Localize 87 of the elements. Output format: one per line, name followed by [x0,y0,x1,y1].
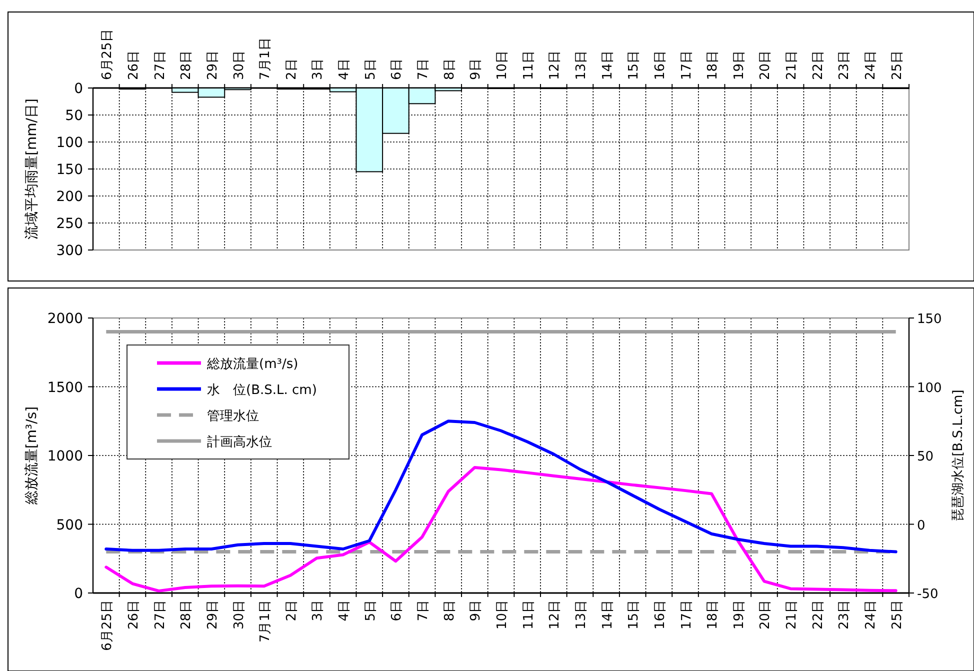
x-tick-label: 8日 [442,600,458,622]
y-axis-title: 流域平均雨量[mm/日] [24,98,40,240]
x-tick-label: 6月25日 [100,29,116,80]
y2-tick-label: 150 [917,312,942,327]
x-tick-label: 8日 [442,58,458,80]
x-tick-label: 19日 [732,50,747,80]
y-tick-label: 500 [56,517,83,534]
x-tick-label: 6月25日 [100,600,116,651]
x-tick-label: 20日 [758,600,774,630]
x-tick-label: 11日 [521,600,536,630]
x-tick-label: 5日 [363,58,378,80]
y2-tick-label: -50 [917,587,938,602]
x-tick-label: 24日 [864,50,879,80]
x-tick-label: 4日 [337,600,352,622]
y-tick-label: 200 [56,189,83,205]
x-tick-label: 12日 [548,600,563,630]
x-tick-label: 14日 [600,600,616,630]
x-tick-label: 16日 [652,600,668,630]
x-tick-label: 7月1日 [258,37,274,80]
x-tick-label: 29日 [205,50,220,80]
legend-label: 総放流量(m³/s) [206,356,298,372]
y-tick-label: 300 [56,243,83,259]
y2-tick-label: 50 [917,450,934,464]
x-tick-label: 10日 [495,50,510,80]
x-tick-label: 14日 [600,50,616,80]
y2-axis-title: 琵琶湖水位[B.S.L.cm] [951,390,966,522]
x-tick-label: 12日 [548,50,563,80]
y-tick-label: 50 [65,108,83,124]
x-tick-label: 2日 [284,600,300,622]
x-tick-label: 22日 [810,600,826,630]
x-tick-label: 28日 [179,600,194,630]
x-tick-label: 27日 [152,600,168,630]
x-tick-label: 22日 [810,50,826,80]
y-tick-label: 150 [56,162,83,178]
y2-tick-label: 100 [917,380,942,396]
x-tick-label: 3日 [310,600,326,622]
x-tick-label: 13日 [574,50,589,80]
x-tick-label: 15日 [626,50,642,80]
x-tick-label: 18日 [706,600,721,630]
x-tick-label: 30日 [232,50,247,80]
x-tick-label: 23日 [837,50,852,80]
y-tick-label: 1500 [47,380,83,396]
x-tick-label: 30日 [232,600,247,630]
x-tick-label: 6日 [390,58,405,80]
y-axis-title: 総放流量[m³/s] [24,406,40,506]
x-tick-label: 24日 [864,600,879,630]
x-tick-label: 16日 [652,50,668,80]
line-series [104,466,898,592]
y-tick-label: 0 [74,586,83,602]
x-tick-label: 19日 [732,600,747,630]
x-tick-label: 2日 [284,58,300,80]
x-tick-label: 4日 [337,58,352,80]
x-tick-label: 9日 [468,58,484,80]
x-tick-label: 10日 [495,600,510,630]
x-tick-label: 11日 [521,50,536,80]
x-tick-label: 23日 [837,600,852,630]
x-tick-label: 17日 [679,600,694,630]
x-tick-label: 15日 [626,600,642,630]
x-tick-label: 7日 [416,58,432,80]
x-tick-label: 13日 [574,600,589,630]
y-tick-label: 1000 [47,448,83,464]
x-tick-label: 18日 [706,50,721,80]
legend-label: 管理水位 [207,409,259,424]
x-tick-label: 21日 [784,50,800,80]
x-tick-label: 17日 [679,50,694,80]
y-tick-label: 0 [74,81,83,97]
x-tick-label: 9日 [468,600,484,622]
x-tick-label: 6日 [390,600,405,622]
y-tick-label: 100 [56,135,83,151]
x-tick-label: 7月1日 [258,600,274,643]
x-tick-label: 25日 [890,50,905,80]
legend-label: 計画高水位 [207,434,272,450]
y-tick-label: 2000 [47,311,83,327]
x-tick-label: 21日 [784,600,800,630]
x-tick-label: 7日 [416,600,432,622]
x-tick-label: 20日 [758,50,774,80]
x-tick-label: 26日 [126,600,142,630]
x-tick-label: 5日 [363,600,378,622]
x-tick-label: 3日 [310,58,326,80]
x-tick-label: 29日 [205,600,220,630]
y-tick-label: 250 [56,216,83,232]
legend-label: 水 位(B.S.L. cm) [207,383,317,398]
y2-tick-label: 0 [917,518,926,534]
x-tick-label: 25日 [890,600,905,630]
x-tick-label: 28日 [179,50,194,80]
x-tick-label: 26日 [126,50,142,80]
x-tick-label: 27日 [152,50,168,80]
